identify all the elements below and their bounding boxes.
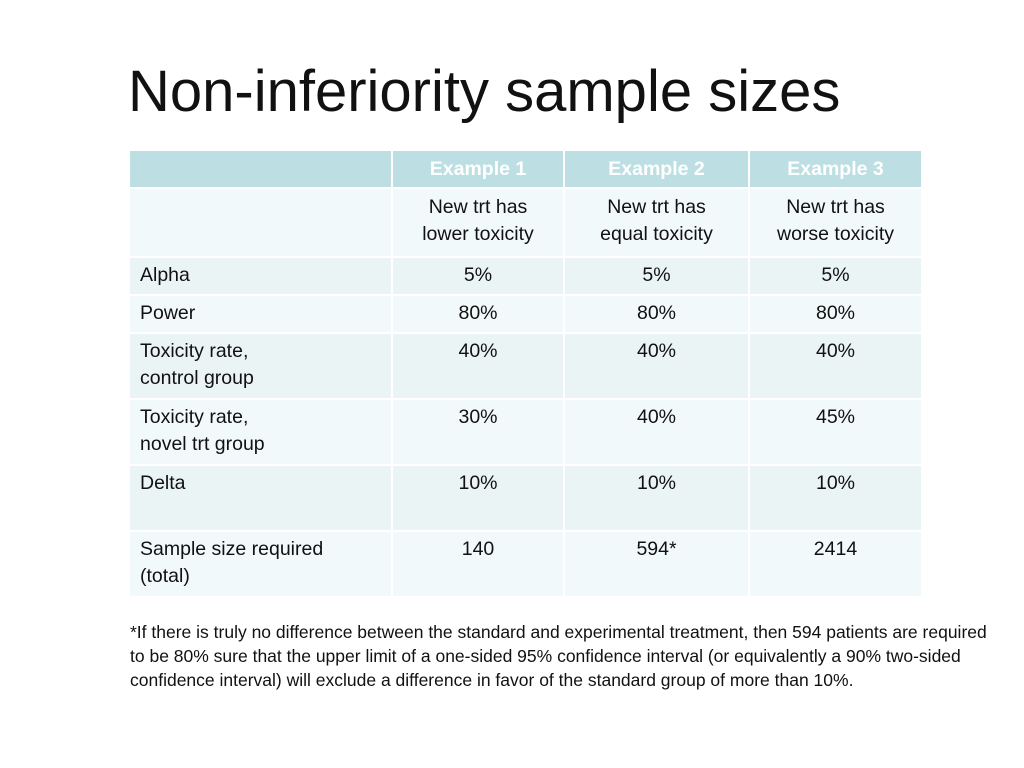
toxicity-control-example-2: 40% [563, 332, 750, 400]
delta-example-1: 10% [391, 464, 565, 532]
description-cell-3: New trt has worse toxicity [748, 187, 923, 258]
row-label-line: Toxicity rate, [140, 406, 249, 428]
row-label-line: Sample size required [140, 538, 324, 560]
toxicity-control-example-3: 40% [748, 332, 923, 400]
description-row: New trt has lower toxicity New trt has e… [128, 187, 923, 258]
power-example-2: 80% [563, 294, 750, 334]
description-cell-2-line-1: New trt has [607, 196, 706, 218]
row-label-line: (total) [140, 565, 190, 587]
row-label-power: Power [128, 294, 393, 334]
header-example-1: Example 1 [391, 149, 565, 189]
header-empty-cell [128, 149, 393, 189]
alpha-example-1: 5% [391, 256, 565, 296]
row-label-line: novel trt group [140, 433, 265, 455]
slide-title: Non-inferiority sample sizes [128, 59, 841, 124]
toxicity-novel-example-2: 40% [563, 398, 750, 466]
power-example-1: 80% [391, 294, 565, 334]
footnote: *If there is truly no difference between… [130, 622, 987, 690]
row-label-line: Power [140, 302, 196, 324]
row-label-line: Delta [140, 472, 186, 494]
description-row-label [128, 187, 393, 258]
table-header-row: Example 1 Example 2 Example 3 [128, 149, 923, 189]
sample-size-example-1: 140 [391, 530, 565, 598]
power-example-3: 80% [748, 294, 923, 334]
description-cell-1: New trt has lower toxicity [391, 187, 565, 258]
alpha-example-3: 5% [748, 256, 923, 296]
description-cell-1-line-2: lower toxicity [422, 223, 534, 245]
row-label-line: Toxicity rate, [140, 340, 249, 362]
sample-size-example-2: 594* [563, 530, 750, 598]
row-label-toxicity-novel: Toxicity rate, novel trt group [128, 398, 393, 466]
header-example-2: Example 2 [563, 149, 750, 189]
row-label-delta: Delta [128, 464, 393, 532]
sample-size-example-3: 2414 [748, 530, 923, 598]
table-row-power: Power 80% 80% 80% [128, 294, 923, 334]
table-row-toxicity-control: Toxicity rate, control group 40% 40% 40% [128, 332, 923, 400]
description-cell-3-line-2: worse toxicity [776, 223, 895, 245]
row-label-toxicity-control: Toxicity rate, control group [128, 332, 393, 400]
row-label-alpha: Alpha [128, 256, 393, 296]
delta-example-3: 10% [748, 464, 923, 532]
row-label-sample-size: Sample size required (total) [128, 530, 393, 598]
header-example-3: Example 3 [748, 149, 923, 189]
toxicity-novel-example-3: 45% [748, 398, 923, 466]
toxicity-novel-example-1: 30% [391, 398, 565, 466]
description-cell-1-line-1: New trt has [428, 196, 528, 218]
row-label-line: Alpha [140, 264, 190, 286]
table-row-delta: Delta 10% 10% 10% [128, 464, 923, 532]
row-label-line: control group [140, 367, 254, 389]
description-cell-2: New trt has equal toxicity [563, 187, 750, 258]
delta-example-2: 10% [563, 464, 750, 532]
sample-size-table: Example 1 Example 2 Example 3 New trt ha… [128, 149, 923, 598]
toxicity-control-example-1: 40% [391, 332, 565, 400]
table-row-toxicity-novel: Toxicity rate, novel trt group 30% 40% 4… [128, 398, 923, 466]
description-cell-2-line-2: equal toxicity [600, 223, 713, 245]
table-row-alpha: Alpha 5% 5% 5% [128, 256, 923, 296]
alpha-example-2: 5% [563, 256, 750, 296]
table-row-sample-size: Sample size required (total) 140 594* 24… [128, 530, 923, 598]
description-cell-3-line-1: New trt has [786, 196, 885, 218]
